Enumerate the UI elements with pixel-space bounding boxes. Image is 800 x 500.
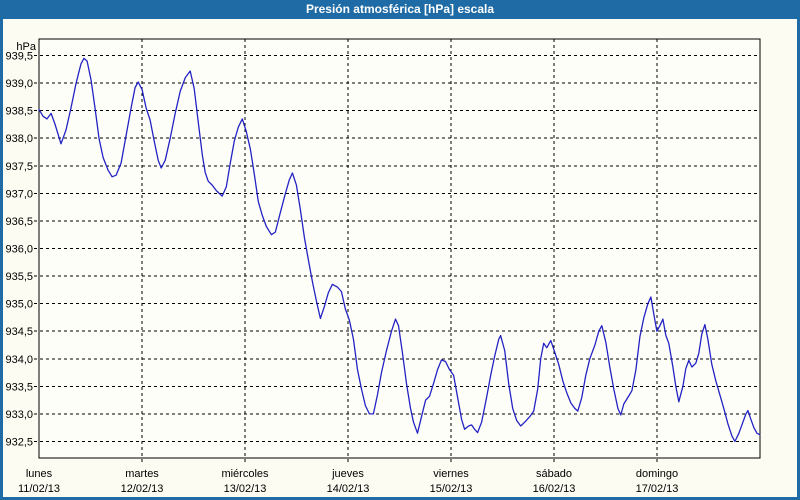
chart-title-bar: Presión atmosférica [hPa] escala <box>0 0 800 19</box>
y-tick-label: 938,5 <box>5 106 33 118</box>
y-tick-label: 937,5 <box>5 161 33 173</box>
pressure-series-line <box>38 57 761 443</box>
plot-border <box>38 38 761 459</box>
x-day-label: viernes <box>433 468 469 480</box>
x-day-label: domingo <box>636 468 678 480</box>
x-date-label: 11/02/13 <box>18 483 60 495</box>
y-tick-label: 939,5 <box>5 51 33 63</box>
x-date-label: 17/02/13 <box>636 483 679 495</box>
x-day-label: jueves <box>331 468 364 480</box>
y-tick-label: 932,5 <box>5 436 33 448</box>
x-day-label: lunes <box>26 468 53 480</box>
x-day-label: martes <box>125 468 159 480</box>
y-tick-label: 934,5 <box>5 326 33 338</box>
y-tick-label: 939,0 <box>5 78 33 90</box>
x-date-label: 13/02/13 <box>224 483 267 495</box>
y-tick-label: 933,0 <box>5 409 33 421</box>
chart-title: Presión atmosférica [hPa] escala <box>305 2 495 16</box>
y-tick-label: 935,5 <box>5 271 33 283</box>
x-date-label: 12/02/13 <box>121 483 164 495</box>
y-tick-label: 935,0 <box>5 299 33 311</box>
y-tick-label: 936,0 <box>5 244 33 256</box>
y-axis-unit-label: hPa <box>16 41 36 53</box>
y-tick-label: 933,5 <box>5 381 33 393</box>
x-day-label: miércoles <box>221 468 269 480</box>
y-tick-label: 936,5 <box>5 216 33 228</box>
x-day-label: sábado <box>536 468 572 480</box>
x-date-label: 14/02/13 <box>327 483 370 495</box>
y-tick-label: 938,0 <box>5 133 33 145</box>
x-date-label: 15/02/13 <box>430 483 473 495</box>
plot-background <box>39 39 760 458</box>
y-tick-label: 937,0 <box>5 188 33 200</box>
x-date-label: 16/02/13 <box>533 483 576 495</box>
y-tick-label: 934,0 <box>5 354 33 366</box>
